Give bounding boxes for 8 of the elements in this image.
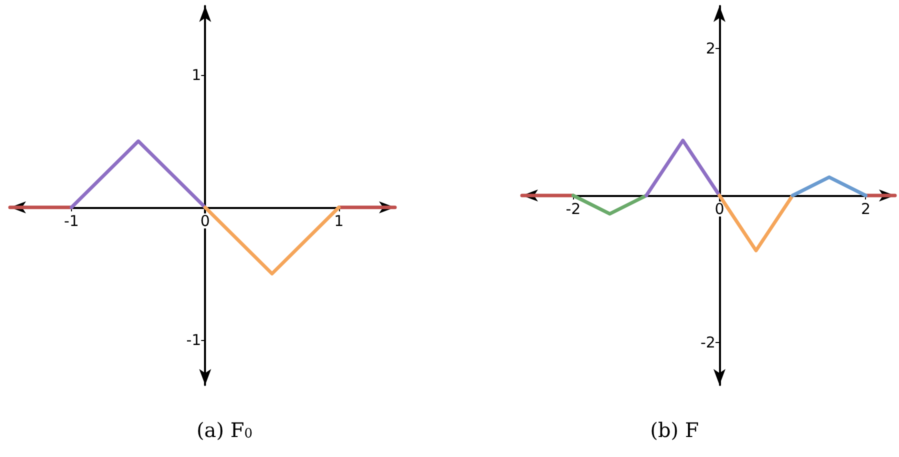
x-tick-label: -1 bbox=[64, 212, 79, 230]
x-tick-label: 2 bbox=[860, 200, 871, 218]
x-tick-label: -2 bbox=[566, 200, 581, 218]
x-tick-label: 0 bbox=[714, 200, 724, 218]
x-tick-label: 0 bbox=[200, 212, 210, 230]
text: (b) F bbox=[650, 418, 699, 442]
x-tick-label: 1 bbox=[334, 212, 344, 230]
text: (a) F0 bbox=[196, 418, 253, 442]
